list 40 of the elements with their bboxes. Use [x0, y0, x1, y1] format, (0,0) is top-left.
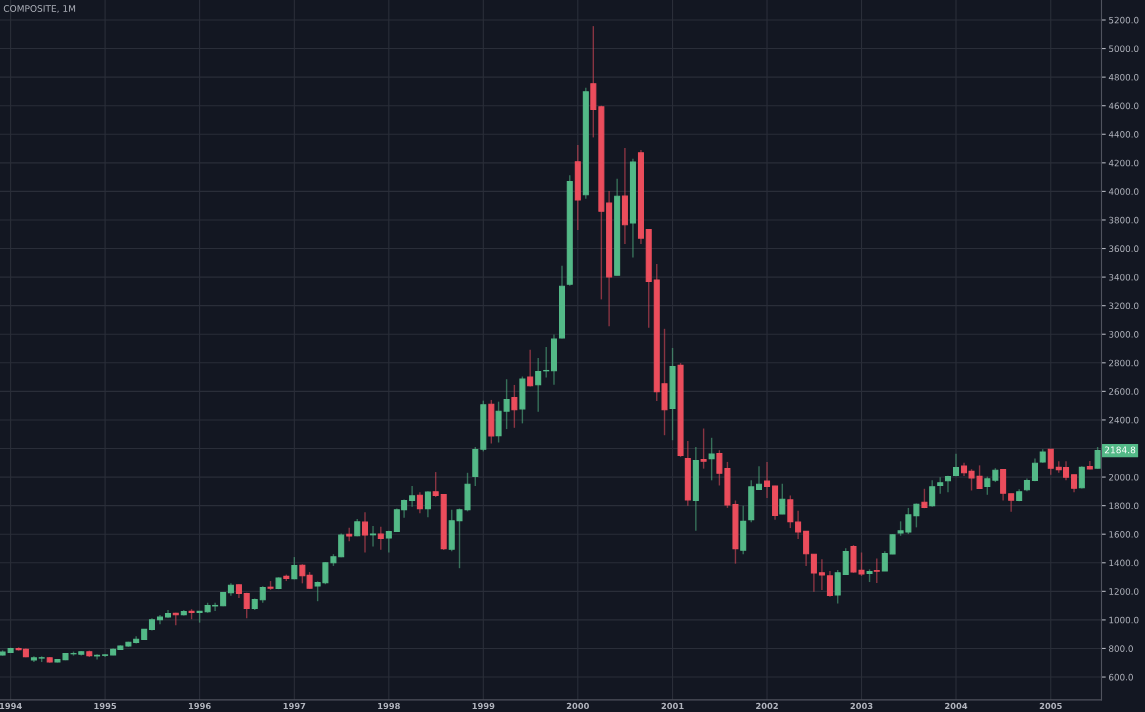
x-tick-label: 2004 — [945, 702, 968, 710]
x-tick-label: 2000 — [566, 702, 589, 710]
y-tick-label: 4400.0 — [1108, 131, 1139, 138]
x-tick-label: 1994 — [0, 702, 22, 710]
y-tick-label: 3400.0 — [1109, 273, 1139, 281]
y-tick-label: 2800.0 — [1109, 359, 1139, 367]
y-tick-label: 5200.0 — [1109, 16, 1139, 24]
x-tick-label: 2005 — [1039, 702, 1062, 710]
y-tick-label: 600.0 — [1109, 673, 1133, 681]
y-tick-label: 4600.0 — [1108, 102, 1139, 110]
y-tick-label: 1000.0 — [1109, 616, 1139, 624]
x-tick-label: 1998 — [378, 702, 400, 710]
y-tick-label: 5000.0 — [1109, 45, 1139, 53]
x-tick-label: 1999 — [472, 702, 495, 710]
y-tick-label: 1200.0 — [1109, 588, 1139, 595]
x-tick-label: 1997 — [283, 702, 306, 710]
x-tick-label: 2001 — [661, 702, 684, 710]
y-tick-label: 4800.0 — [1108, 73, 1139, 81]
y-tick-label: 1600.0 — [1109, 531, 1139, 538]
chart-title: COMPOSITE, 1M — [3, 5, 76, 13]
x-tick-label: 1996 — [188, 702, 211, 710]
y-tick-label: 2400.0 — [1109, 416, 1139, 424]
candlestick — [842, 547, 849, 576]
x-tick-label: 2003 — [850, 702, 873, 710]
y-tick-label: 1800.0 — [1109, 502, 1139, 510]
candlestick — [94, 653, 101, 661]
y-tick-label: 4000.0 — [1108, 188, 1139, 195]
candlestick — [944, 474, 951, 493]
y-tick-label: 800.0 — [1109, 645, 1133, 652]
x-tick-label: 1995 — [94, 702, 117, 710]
y-tick-label: 4200.0 — [1108, 159, 1139, 167]
x-tick-label: 2002 — [756, 702, 778, 710]
y-tick-label: 1400.0 — [1109, 559, 1139, 567]
y-tick-label: 2600.0 — [1109, 388, 1139, 395]
annotation: 2184.8 — [1104, 446, 1136, 454]
y-tick-label: 3800.0 — [1109, 216, 1139, 224]
y-tick-label: 3200.0 — [1109, 302, 1139, 310]
y-tick-label: 2000.0 — [1109, 473, 1139, 481]
y-tick-label: 3600.0 — [1109, 245, 1139, 252]
y-tick-label: 3000.0 — [1109, 331, 1139, 338]
